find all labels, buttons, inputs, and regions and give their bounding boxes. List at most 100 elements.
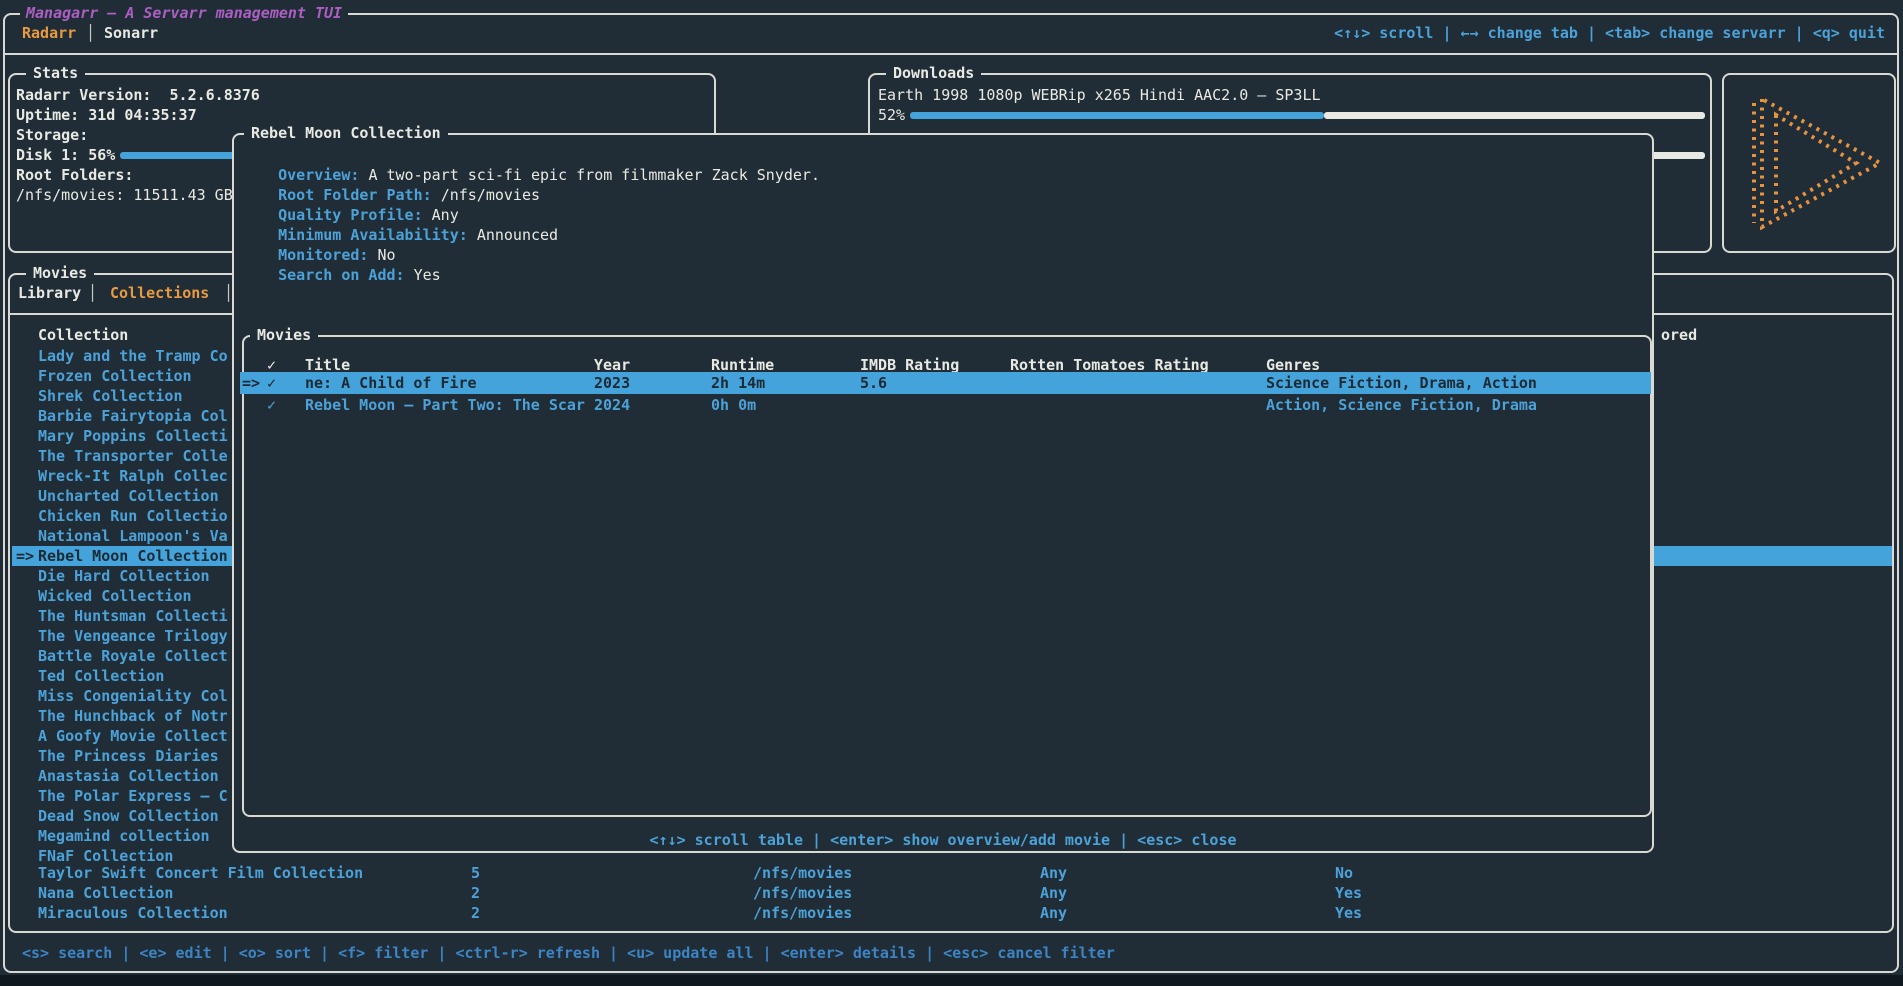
row-root-folder: /nfs/movies [753,884,853,902]
tab-separator: │ [86,24,96,42]
download-progress-rest [1324,112,1705,119]
row-name: Taylor Swift Concert Film Collection [38,864,364,882]
modal-keybind-hints: <↑↓> scroll table | <enter> show overvie… [649,831,1237,849]
tab-sonarr[interactable]: Sonarr [104,24,159,42]
movie-title: Rebel Moon – Part Two: The Scar [305,396,585,414]
bottom-keybind-hints: <s> search | <e> edit | <o> sort | <f> f… [22,944,1115,962]
modal-root-folder: Root Folder Path: /nfs/movies [278,186,541,204]
collection-item[interactable]: Frozen Collection [38,367,192,385]
collection-item[interactable]: Megamind collection [38,827,210,845]
row-movie-count: 2 [471,884,481,902]
movies-tab-separator-1: │ [88,284,98,302]
selection-arrow: => [242,374,261,392]
top-keybind-hints: <↑↓> scroll | ←→ change tab | <tab> chan… [1334,24,1885,42]
modal-search-on-add: Search on Add: Yes [278,266,441,284]
collection-item[interactable]: Ted Collection [38,667,165,685]
collection-item[interactable]: Dead Snow Collection [38,807,219,825]
collection-item-label: Rebel Moon Collection [38,547,228,565]
collection-item[interactable]: The Huntsman Collecti [38,607,228,625]
col-imdb-rating[interactable]: IMDB Rating [860,356,960,374]
collection-details-modal: Rebel Moon Collection Overview: A two-pa… [232,123,1654,853]
movie-title: ne: A Child of Fire [305,374,477,392]
collection-item[interactable]: Battle Royale Collect [38,647,228,665]
row-root-folder: /nfs/movies [753,864,853,882]
app-frame [3,13,1899,973]
collection-item[interactable]: FNaF Collection [38,847,174,865]
stats-uptime: Uptime: 31d 04:35:37 [16,106,197,124]
collection-item[interactable]: Mary Poppins Collecti [38,427,228,445]
row-quality-profile: Any [1040,884,1068,902]
stats-storage-label: Storage: [16,126,89,144]
movie-row-selected[interactable]: => ✓ ne: A Child of Fire 2023 2h 14m 5.6… [240,372,1651,394]
row-monitored: No [1335,864,1354,882]
bottom-strip [0,975,1903,986]
stats-version: Radarr Version: 5.2.6.8376 [16,86,260,104]
collection-item[interactable]: National Lampoon's Va [38,527,228,545]
download-percent-label: 52% [878,106,906,124]
row-name: Nana Collection [38,884,174,902]
collection-item[interactable]: Barbie Fairytopia Col [38,407,228,425]
download-item-title: Earth 1998 1080p WEBRip x265 Hindi AAC2.… [878,86,1321,104]
modal-title: Rebel Moon Collection [244,123,448,143]
col-rotten-tomatoes-rating[interactable]: Rotten Tomatoes Rating [1010,356,1209,374]
modal-minimum-availability: Minimum Availability: Announced [278,226,559,244]
monitored-label: Monitored: [278,246,369,264]
app-title: Managarr – A Servarr management TUI [20,3,349,23]
collection-item[interactable]: Uncharted Collection [38,487,219,505]
col-year[interactable]: Year [594,356,631,374]
collection-item[interactable]: Lady and the Tramp Co [38,347,228,365]
quality-profile-label: Quality Profile: [278,206,423,224]
col-runtime[interactable]: Runtime [711,356,775,374]
monitored-column-header-fragment: ored [1661,326,1698,344]
modal-monitored: Monitored: No [278,246,396,264]
col-title[interactable]: Title [305,356,351,374]
download-progress-filled [910,112,1324,119]
selection-arrow: => [16,547,35,565]
modal-quality-profile: Quality Profile: Any [278,206,459,224]
collection-column-header: Collection [38,326,129,344]
managarr-play-logo-icon [1752,95,1885,231]
collection-item[interactable]: Die Hard Collection [38,567,210,585]
tab-library[interactable]: Library [18,284,82,302]
modal-overview: Overview: A two-part sci-fi epic from fi… [278,166,820,184]
row-monitored: Yes [1335,884,1363,902]
row-root-folder: /nfs/movies [753,904,853,922]
tab-collections[interactable]: Collections [110,284,210,302]
collection-item[interactable]: Shrek Collection [38,387,183,405]
minimum-availability-label: Minimum Availability: [278,226,468,244]
row-quality-profile: Any [1040,864,1068,882]
movie-genres: Science Fiction, Drama, Action [1266,374,1537,392]
tab-radarr[interactable]: Radarr [22,24,77,42]
stats-panel-title: Stats [26,63,86,83]
row-monitored: Yes [1335,904,1363,922]
search-on-add-label: Search on Add: [278,266,405,284]
collection-item[interactable]: The Vengeance Trilogy [38,627,228,645]
movies-tab-separator-2: │ [224,284,234,302]
modal-movies-table-title: Movies [250,325,319,345]
col-genres[interactable]: Genres [1266,356,1321,374]
stats-disk-label: Disk 1: 56% [16,146,116,164]
collection-item[interactable]: Wreck-It Ralph Collec [38,467,228,485]
collection-item[interactable]: Anastasia Collection [38,767,219,785]
row-name: Miraculous Collection [38,904,228,922]
movie-year: 2024 [594,396,631,414]
movie-imdb-rating: 5.6 [860,374,888,392]
modal-movies-table: Movies ✓ Title Year Runtime IMDB Rating … [240,325,1652,817]
logo-panel [1722,73,1896,253]
movie-genres: Action, Science Fiction, Drama [1266,396,1537,414]
movie-runtime: 2h 14m [711,374,766,392]
collection-item[interactable]: The Transporter Colle [38,447,228,465]
collection-item[interactable]: The Princess Diaries [38,747,219,765]
collection-item[interactable]: The Hunchback of Notr [38,707,228,725]
movie-runtime: 0h 0m [711,396,757,414]
movie-year: 2023 [594,374,631,392]
collection-item[interactable]: A Goofy Movie Collect [38,727,228,745]
collection-item[interactable]: Miss Congeniality Col [38,687,228,705]
collection-item[interactable]: Chicken Run Collectio [38,507,228,525]
header-separator [4,53,1899,55]
movie-check-icon: ✓ [267,374,277,392]
overview-label: Overview: [278,166,360,184]
collection-item[interactable]: Wicked Collection [38,587,192,605]
collection-item[interactable]: The Polar Express – C [38,787,228,805]
col-check: ✓ [267,356,277,374]
